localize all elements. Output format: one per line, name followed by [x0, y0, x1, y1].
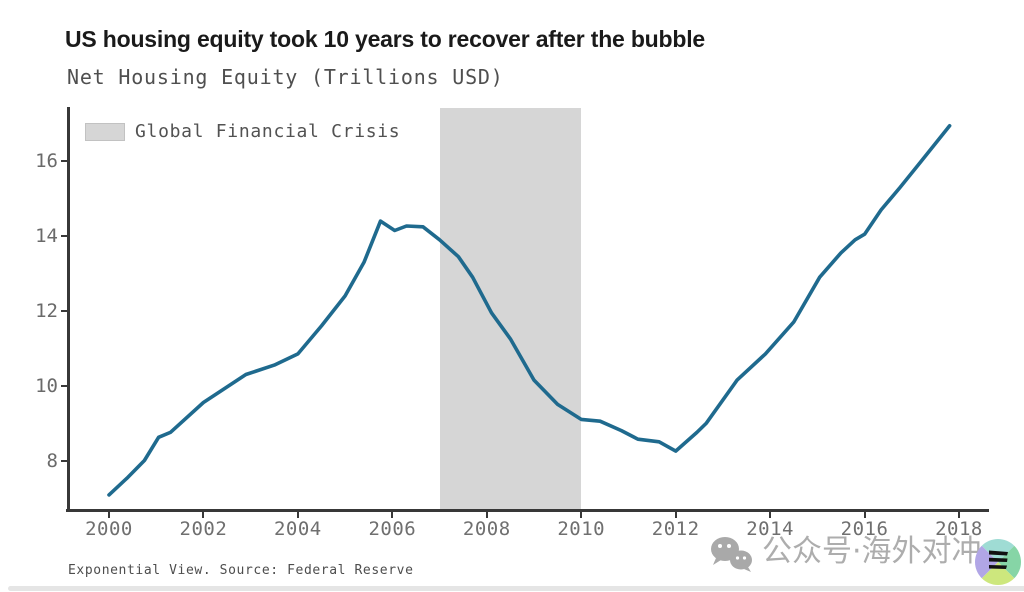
x-tick-label: 2004 [273, 518, 322, 540]
y-axis-line [67, 107, 70, 511]
source-note: Exponential View. Source: Federal Reserv… [68, 563, 414, 578]
x-tick-mark [957, 511, 960, 518]
legend-label: Global Financial Crisis [135, 121, 401, 142]
y-tick-mark [61, 235, 68, 238]
x-axis-line [66, 509, 989, 512]
y-tick-label: 14 [35, 225, 58, 248]
chart-subtitle: Net Housing Equity (Trillions USD) [67, 65, 504, 89]
legend: Global Financial Crisis [85, 121, 400, 142]
x-tick-mark [863, 511, 866, 518]
x-tick-label: 2002 [179, 518, 228, 540]
x-tick-label: 2012 [651, 518, 700, 540]
y-tick-label: 8 [46, 449, 58, 472]
x-tick-label: 2000 [85, 518, 133, 540]
x-tick-mark [485, 511, 488, 518]
wechat-icon [711, 537, 752, 572]
y-tick-label: 10 [35, 374, 58, 397]
x-tick-mark [296, 511, 299, 518]
legend-swatch [85, 122, 125, 141]
video-progress-strip [8, 586, 1024, 591]
x-tick-label: 2014 [746, 518, 794, 540]
x-tick-mark [202, 511, 205, 518]
y-tick-mark [61, 384, 68, 387]
x-tick-label: 2010 [557, 518, 606, 540]
page-title: US housing equity took 10 years to recov… [65, 26, 706, 52]
x-tick-mark [391, 511, 394, 518]
x-tick-label: 2018 [935, 518, 983, 540]
x-tick-mark [580, 511, 583, 518]
logo-stripes [989, 550, 1008, 569]
x-tick-label: 2006 [368, 518, 417, 540]
x-tick-label: 2008 [462, 518, 511, 540]
y-tick-mark [61, 160, 68, 163]
gfc-shaded-region [439, 108, 582, 509]
x-tick-mark [769, 511, 772, 518]
y-tick-label: 12 [35, 299, 58, 322]
y-tick-mark [61, 309, 68, 312]
x-tick-mark [108, 511, 110, 518]
watermark: 公众号·海外对冲 [706, 534, 982, 574]
y-tick-mark [61, 459, 68, 462]
x-tick-label: 2016 [840, 518, 889, 540]
channel-quadrant-logo [975, 539, 1021, 585]
x-tick-mark [674, 511, 677, 518]
watermark-text: 公众号·海外对冲 [762, 534, 982, 569]
y-tick-label: 16 [35, 150, 58, 173]
